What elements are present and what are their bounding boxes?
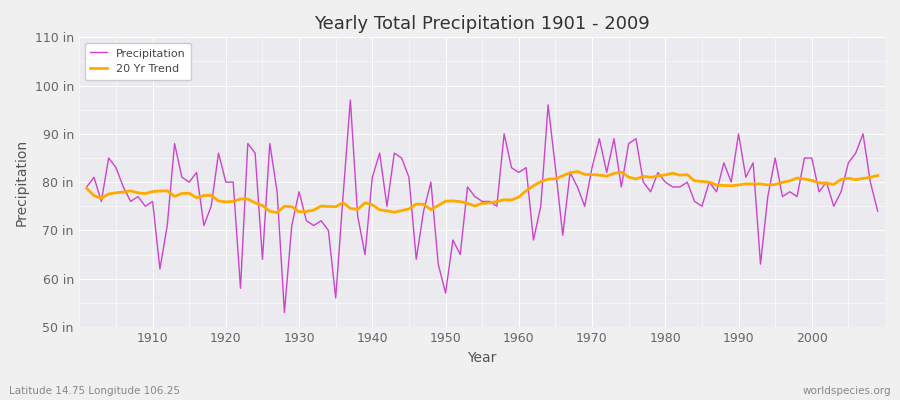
Precipitation	[279, 310, 290, 315]
20 Yr Trend	[513, 195, 524, 200]
X-axis label: Year: Year	[467, 351, 497, 365]
20 Yr Trend	[272, 210, 283, 215]
Precipitation	[309, 223, 320, 228]
Precipitation	[360, 252, 371, 257]
Text: Latitude 14.75 Longitude 106.25: Latitude 14.75 Longitude 106.25	[9, 386, 180, 396]
20 Yr Trend	[309, 208, 320, 212]
Precipitation	[81, 184, 92, 189]
Y-axis label: Precipitation: Precipitation	[15, 138, 29, 226]
Precipitation	[140, 204, 150, 209]
Precipitation	[872, 209, 883, 214]
Precipitation	[528, 238, 539, 242]
Line: 20 Yr Trend: 20 Yr Trend	[86, 172, 878, 212]
20 Yr Trend	[521, 188, 532, 193]
Precipitation	[616, 184, 626, 189]
20 Yr Trend	[572, 169, 583, 174]
Precipitation	[521, 165, 532, 170]
Text: worldspecies.org: worldspecies.org	[803, 386, 891, 396]
Legend: Precipitation, 20 Yr Trend: Precipitation, 20 Yr Trend	[85, 43, 192, 80]
20 Yr Trend	[140, 191, 150, 196]
20 Yr Trend	[81, 186, 92, 191]
20 Yr Trend	[872, 173, 883, 178]
Line: Precipitation: Precipitation	[86, 100, 878, 312]
20 Yr Trend	[616, 170, 626, 175]
20 Yr Trend	[352, 207, 363, 212]
Title: Yearly Total Precipitation 1901 - 2009: Yearly Total Precipitation 1901 - 2009	[314, 15, 650, 33]
Precipitation	[345, 98, 356, 102]
